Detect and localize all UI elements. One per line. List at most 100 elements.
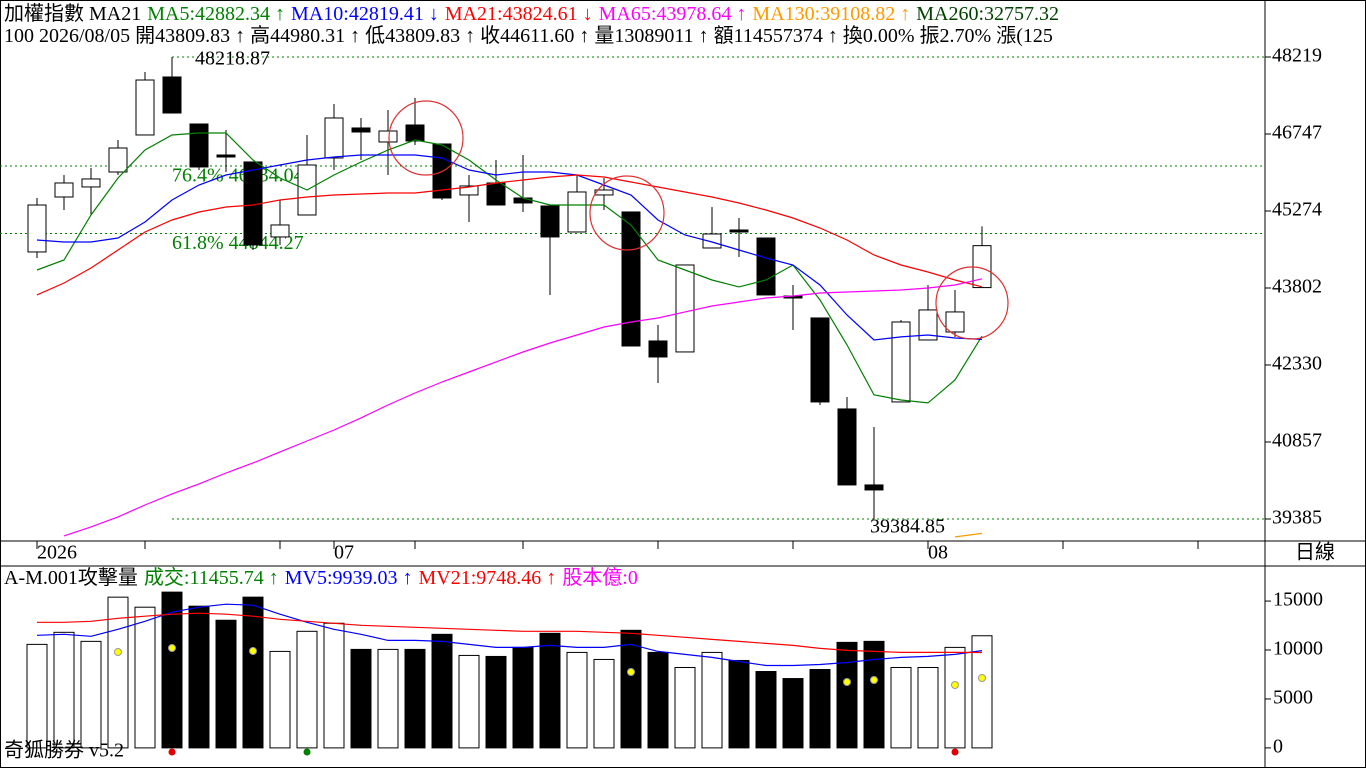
ma-line [36, 154, 983, 341]
signal-dot [627, 668, 635, 676]
candle-body [27, 204, 47, 253]
y-tick-label: 43802 [1272, 276, 1322, 298]
y-tick-label: 39385 [1272, 507, 1322, 529]
y-tick-label: 48219 [1272, 45, 1322, 67]
x-tick-label: 07 [334, 542, 354, 564]
volume-bar [26, 643, 48, 749]
header-item: A-M.001攻擊量 [4, 567, 138, 589]
volume-bar [593, 658, 615, 749]
y-tick-label: 15000 [1273, 589, 1323, 611]
candle-body [189, 123, 209, 168]
header-item: MA5:42882.34 ↑ [147, 3, 286, 25]
signal-dot [951, 681, 959, 689]
ma-line [36, 132, 983, 404]
candle-body [594, 189, 614, 196]
header-item: MA260:32757.32 [916, 3, 1060, 25]
volume-bar [161, 591, 183, 749]
volume-bar [350, 648, 372, 749]
signal-dot [249, 647, 257, 655]
volume-bar [404, 648, 426, 749]
volume-bar [944, 646, 966, 749]
volume-bar [107, 596, 129, 749]
candle-body [162, 76, 182, 114]
volume-bar [674, 666, 696, 749]
signal-dots [114, 644, 986, 756]
header-item: MV5:9939.03 ↑ [284, 567, 413, 589]
footer-label: 奇狐勝券 v5.2 [4, 739, 124, 762]
volume-bar [485, 655, 507, 749]
candle-body [675, 264, 695, 353]
price-header: 加權指數 MA21 MA5:42882.34 ↑ MA10:42819.41 ↓ MA… [4, 3, 1262, 25]
candle-body [405, 124, 425, 142]
volume-bar [323, 622, 345, 749]
candle-body [729, 229, 749, 233]
candle-body [324, 117, 344, 159]
volume-bar [134, 606, 156, 749]
volume-bar [188, 605, 210, 749]
y-tick-label: 40857 [1272, 430, 1322, 452]
ma-line [36, 174, 983, 296]
candle-body [459, 185, 479, 196]
signal-dot [978, 674, 986, 682]
y-tick-label: 42330 [1272, 353, 1322, 375]
signal-dot [168, 644, 176, 652]
candle-body [702, 233, 722, 249]
volume-bar [647, 651, 669, 749]
volume-bar [566, 651, 588, 749]
candle-body [864, 484, 884, 491]
volume-bar [377, 648, 399, 749]
candle-body [540, 205, 560, 238]
volume-header: A-M.001攻擊量 成交:11455.74 ↑ MV5:9939.03 ↑ MV21… [4, 567, 1262, 589]
header-item: MV21:9748.46 ↑ [418, 567, 557, 589]
candle-body [81, 178, 101, 188]
candle-body [378, 130, 398, 143]
header-item: MA10:42819.41 ↓ [291, 3, 439, 25]
candle-body [486, 182, 506, 206]
ma-line [63, 278, 983, 537]
candle-body [945, 311, 965, 333]
volume-bar [890, 666, 912, 749]
volume-bar [215, 619, 237, 749]
highlight-circle [935, 266, 1009, 340]
volume-bar [512, 646, 534, 749]
volume-bar [53, 631, 75, 749]
subtitle: 100 2026/08/05 開43809.83 ↑ 高44980.31 ↑ 低… [4, 25, 1053, 47]
volume-bar [80, 640, 102, 749]
extreme-label: 39384.85 [870, 516, 945, 538]
volume-bar [242, 596, 264, 749]
candle-body [108, 147, 128, 173]
header-item: MA130:39108.82 ↑ [752, 3, 911, 25]
volume-bar [755, 671, 777, 749]
volume-bar [701, 651, 723, 749]
candle-body [567, 191, 587, 233]
candle-body [837, 408, 857, 486]
y-tick-label: 0 [1273, 735, 1283, 757]
volume-bar [431, 633, 453, 749]
volume-bar [863, 640, 885, 749]
volume-bar [269, 650, 291, 749]
volume-bar [296, 630, 318, 749]
fib-label: 61.8% 44844.27 [172, 232, 304, 254]
period-label: 日線 [1295, 541, 1335, 564]
signal-dot [951, 748, 959, 756]
header-item: 股本億:0 [562, 567, 638, 589]
x-tick-label: 2026 [37, 542, 77, 564]
x-tick-label: 08 [928, 542, 948, 564]
volume-bar [971, 635, 993, 749]
candle-body [648, 340, 668, 358]
highlight-circle [589, 175, 665, 251]
volume-bar [809, 669, 831, 749]
extreme-label: 48218.87 [195, 48, 270, 70]
y-tick-label: 45274 [1272, 199, 1322, 221]
candle-body [513, 197, 533, 204]
ma-line [954, 532, 983, 538]
y-tick-label: 10000 [1273, 638, 1323, 660]
fib-label: 76.4% 46134.04 [172, 165, 304, 187]
candle-body [270, 224, 290, 238]
candle-body [756, 237, 776, 296]
y-tick-label: 5000 [1273, 687, 1313, 709]
marks: 48219 46747 45274 43802 42330 40857 39385 2026 0… [0, 45, 1323, 757]
volume-bar [782, 678, 804, 749]
signal-dot [303, 748, 311, 756]
